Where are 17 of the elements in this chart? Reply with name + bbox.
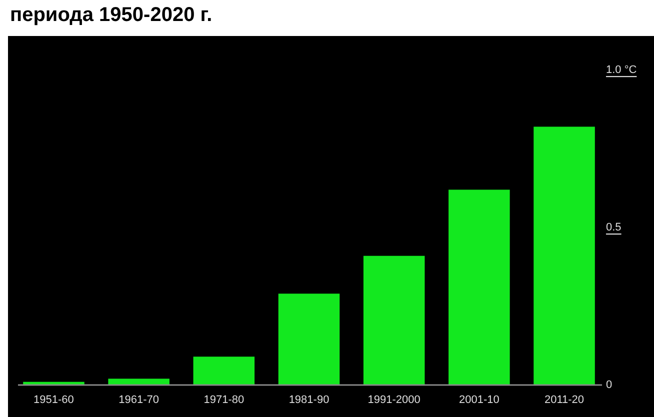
- bar: [534, 126, 595, 385]
- x-tick-label: 1991-2000: [368, 394, 420, 406]
- y-tick-label: 0: [606, 379, 612, 391]
- y-tick-label: 1.0 °C: [606, 64, 637, 76]
- chart-title: периода 1950-2020 г.: [10, 4, 212, 27]
- y-tick-label: 0.5: [606, 222, 622, 234]
- x-tick-label: 1951-60: [34, 394, 74, 406]
- x-tick-label: 1971-80: [204, 394, 244, 406]
- x-tick-label: 2001-10: [458, 394, 500, 406]
- bar: [108, 378, 170, 385]
- bar: [193, 356, 255, 385]
- x-tick-label: 1981-90: [288, 394, 330, 406]
- x-tick-label: 2011-20: [544, 394, 584, 406]
- bar: [448, 190, 510, 385]
- bar: [363, 256, 425, 385]
- x-tick-label: 1961-70: [118, 394, 160, 406]
- bar: [278, 294, 340, 385]
